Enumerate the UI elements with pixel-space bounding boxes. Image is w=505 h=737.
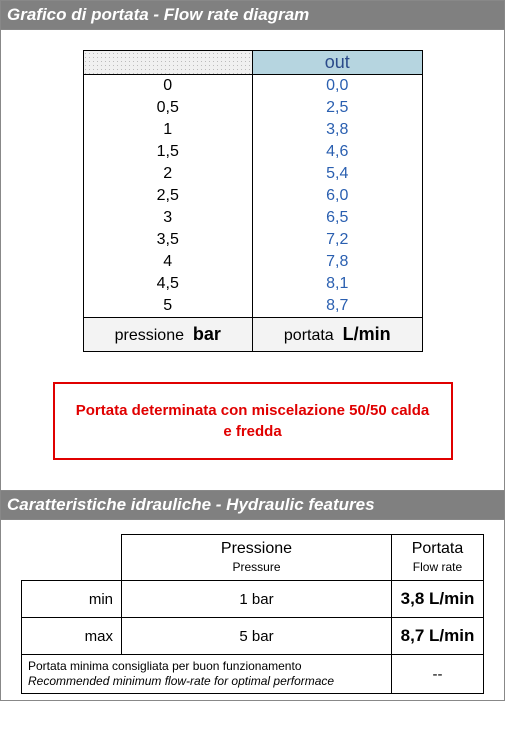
unit-flow-unit: L/min (343, 324, 391, 344)
flow-in-cell: 1 (83, 119, 253, 141)
unit-flow-label: portata (284, 327, 334, 344)
flow-out-cell: 8,1 (253, 273, 423, 295)
hyd-row-label: min (22, 581, 122, 618)
flow-in-cell: 0,5 (83, 97, 253, 119)
flow-out-cell: 8,7 (253, 295, 423, 318)
hyd-pressure-value: 5 bar (122, 618, 392, 655)
flow-out-cell: 3,8 (253, 119, 423, 141)
hyd-flow-value: 3,8 L/min (391, 581, 483, 618)
unit-pressure-label: pressione (115, 327, 184, 344)
flow-out-cell: 0,0 (253, 75, 423, 98)
flow-out-cell: 6,5 (253, 207, 423, 229)
recommended-text: Portata minima consigliata per buon funz… (22, 655, 392, 694)
col-pressure-en: Pressure (232, 560, 280, 574)
flow-in-cell: 3 (83, 207, 253, 229)
blank-cell (22, 535, 122, 581)
flow-out-cell: 6,0 (253, 185, 423, 207)
flow-in-cell: 0 (83, 75, 253, 98)
flow-out-cell: 7,8 (253, 251, 423, 273)
recommended-it: Portata minima consigliata per buon funz… (28, 659, 302, 673)
col-flow-en: Flow rate (413, 560, 462, 574)
recommended-value: -- (391, 655, 483, 694)
flow-out-cell: 4,6 (253, 141, 423, 163)
document: Grafico di portata - Flow rate diagram o… (0, 0, 505, 701)
flow-in-cell: 2,5 (83, 185, 253, 207)
flow-in-cell: 2 (83, 163, 253, 185)
flow-out-cell: 5,4 (253, 163, 423, 185)
note-box: Portata determinata con miscelazione 50/… (53, 382, 453, 460)
section1-header: Grafico di portata - Flow rate diagram (1, 0, 504, 30)
unit-flow: portata L/min (253, 318, 423, 352)
col-pressure-it: Pressione (221, 540, 292, 557)
col-flow-it: Portata (412, 540, 464, 557)
flow-in-cell: 4 (83, 251, 253, 273)
flow-rate-table: out 00,00,52,513,81,54,625,42,56,036,53,… (83, 50, 423, 352)
recommended-en: Recommended minimum flow-rate for optima… (28, 674, 334, 688)
unit-pressure: pressione bar (83, 318, 253, 352)
hyd-row-label: max (22, 618, 122, 655)
flow-out-cell: 7,2 (253, 229, 423, 251)
section2-header: Caratteristiche idrauliche - Hydraulic f… (1, 490, 504, 520)
section2-content: Pressione Pressure Portata Flow rate min… (1, 520, 504, 700)
flow-in-cell: 3,5 (83, 229, 253, 251)
col-flow-head: Portata Flow rate (391, 535, 483, 581)
flow-in-cell: 1,5 (83, 141, 253, 163)
flow-in-cell: 5 (83, 295, 253, 318)
section1-content: out 00,00,52,513,81,54,625,42,56,036,53,… (1, 30, 504, 490)
flow-header-out: out (253, 51, 423, 75)
flow-in-cell: 4,5 (83, 273, 253, 295)
hydraulic-table: Pressione Pressure Portata Flow rate min… (21, 534, 484, 694)
col-pressure-head: Pressione Pressure (122, 535, 392, 581)
hyd-flow-value: 8,7 L/min (391, 618, 483, 655)
hyd-pressure-value: 1 bar (122, 581, 392, 618)
flow-out-cell: 2,5 (253, 97, 423, 119)
unit-pressure-unit: bar (193, 324, 221, 344)
flow-header-in (83, 51, 253, 75)
